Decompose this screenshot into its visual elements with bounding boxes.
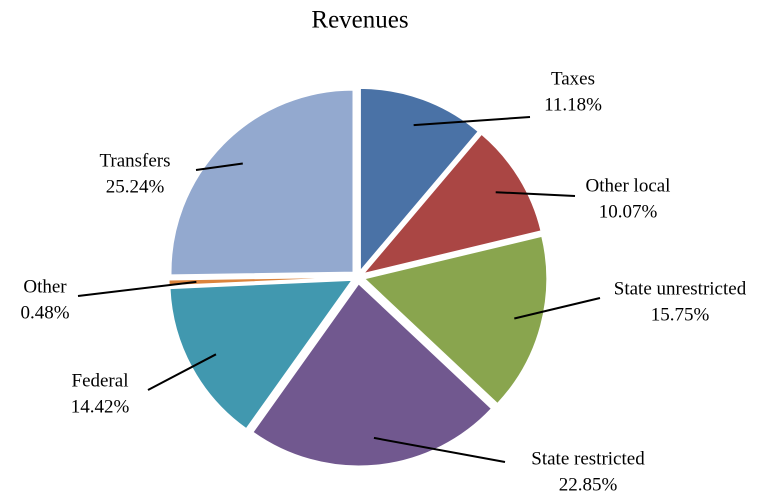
pie-slice: [170, 89, 354, 276]
leader-line: [514, 297, 601, 320]
chart-title: Revenues: [311, 7, 408, 34]
slice-label: Taxes: [551, 68, 595, 89]
slice-value-label: 15.75%: [651, 304, 710, 325]
slice-value-label: 14.42%: [71, 396, 130, 417]
slice-label: State unrestricted: [614, 278, 747, 299]
pie-slice: [252, 283, 493, 467]
pie-slice: [359, 87, 479, 272]
slice-label: Transfers: [99, 150, 170, 171]
pie-slice: [362, 133, 542, 275]
slice-value-label: 11.18%: [544, 94, 602, 115]
leader-line: [413, 116, 531, 127]
slice-label: Other local: [586, 175, 671, 196]
slice-label: State restricted: [531, 448, 645, 469]
leader-line: [147, 353, 217, 391]
slice-label: Federal: [72, 370, 129, 391]
leader-line: [195, 162, 243, 171]
slice-value-label: 22.85%: [559, 474, 618, 495]
leader-line: [373, 436, 506, 463]
slice-value-label: 0.48%: [20, 302, 69, 323]
leader-line: [495, 191, 576, 197]
slice-label: Other: [23, 276, 67, 297]
slice-value-label: 10.07%: [599, 201, 658, 222]
pie-slice: [363, 235, 548, 405]
slice-value-label: 25.24%: [106, 176, 165, 197]
leader-line: [77, 280, 197, 297]
